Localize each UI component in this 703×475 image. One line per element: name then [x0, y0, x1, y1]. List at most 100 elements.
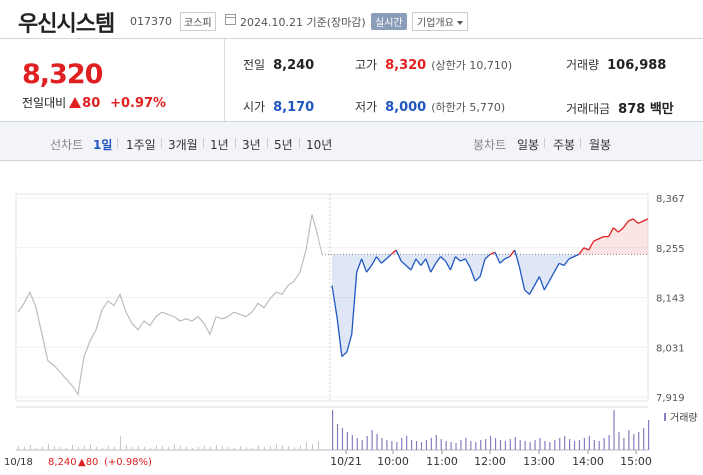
volume-label: 거래량	[566, 58, 600, 72]
today-line-segment	[435, 256, 442, 264]
volume: 거래량 106,988	[566, 56, 666, 73]
volume-bar-prev	[252, 448, 253, 450]
volume-value: 106,988	[607, 58, 667, 73]
market-badge: 코스피	[180, 12, 216, 31]
volume-bar-today	[613, 410, 615, 450]
volume-bar-today	[356, 438, 358, 450]
tab-1d[interactable]: 1일	[93, 138, 113, 152]
today-fill-segment	[470, 254, 476, 282]
today-line-segment	[410, 258, 417, 271]
today-line-segment	[524, 289, 530, 295]
today-line-segment	[390, 249, 397, 255]
volume-bar-prev	[282, 445, 283, 450]
volume-bar-prev	[318, 441, 319, 450]
company-overview-button[interactable]: 기업개요	[412, 12, 468, 31]
y-axis-ticks: 7,919 8,031 8,143 8,255 8,367	[656, 194, 685, 404]
tab-5y[interactable]: 5년	[274, 138, 293, 152]
x-tick-label: 15:00	[620, 455, 652, 468]
today-line-segment	[499, 258, 506, 264]
volume-bar-prev	[60, 447, 61, 450]
today-line-segment	[331, 285, 338, 317]
volume-bar-today	[648, 420, 650, 450]
prev-day-price: 8,240	[48, 457, 77, 468]
volume-legend-swatch	[664, 413, 666, 421]
volume-bar-today	[415, 441, 418, 450]
tab-1w[interactable]: 1주일	[126, 138, 156, 152]
today-line-segment	[351, 272, 358, 335]
volume-bar-today	[460, 440, 462, 450]
chart-period-tabs: 선차트 1일 1주일 3개월 1년 3년 5년 10년 봉차트 일봉 주봉 월봉	[0, 122, 703, 161]
volume-bar-prev	[216, 445, 217, 450]
tab-daily-candle[interactable]: 일봉	[517, 138, 540, 152]
volume-bar-today	[618, 432, 620, 450]
volume-bar-prev	[132, 447, 133, 450]
volume-bar-prev	[306, 442, 307, 450]
volume-bar-today	[346, 432, 349, 450]
volume-bar-today	[371, 430, 373, 450]
today-fill-segment	[445, 254, 451, 270]
prev-close-label: 전일	[243, 58, 266, 72]
volume-bar-prev	[210, 447, 211, 450]
volume-bar-prev	[240, 446, 241, 450]
volume-bar-prev	[174, 444, 175, 450]
volume-bar-prev	[300, 445, 301, 450]
today-fill-segment	[366, 254, 372, 273]
volume-bar-prev	[24, 447, 25, 450]
volume-bar-prev	[186, 447, 187, 450]
today-line-segment	[538, 276, 545, 291]
trade-amount-label: 거래대금	[566, 102, 611, 116]
open-label: 시가	[243, 100, 266, 114]
tab-3m[interactable]: 3개월	[168, 138, 198, 152]
low-value: 8,000	[385, 100, 427, 115]
divider	[224, 39, 225, 121]
today-line-segment	[366, 265, 373, 273]
today-line-segment	[494, 251, 501, 264]
tab-separator	[580, 138, 581, 148]
volume-bar-today	[485, 439, 487, 450]
today-fill-segment	[638, 221, 644, 255]
change-percent: +0.97%	[110, 96, 167, 111]
today-line-segment	[395, 249, 402, 262]
volume-bar-prev	[144, 447, 145, 450]
today-fill-segment	[430, 254, 436, 273]
tab-separator	[267, 138, 268, 148]
volume-bar-today	[494, 438, 497, 450]
volume-bar-prev	[42, 447, 43, 450]
tab-10y[interactable]: 10년	[306, 138, 333, 152]
volume-bar-prev	[294, 447, 295, 450]
today-line-segment	[425, 258, 432, 273]
x-tick-label: 11:00	[426, 455, 458, 468]
today-line-segment	[543, 280, 550, 291]
today-line-segment	[637, 220, 644, 224]
volume-bar-today	[336, 424, 339, 450]
today-line-segment	[622, 220, 629, 229]
volume-bar-today	[514, 437, 516, 450]
tab-separator	[544, 138, 545, 148]
volume-bar-today	[490, 436, 492, 450]
high-price: 고가 8,320 (상한가 10,710)	[355, 56, 512, 73]
tab-1y[interactable]: 1년	[210, 138, 229, 152]
realtime-button[interactable]: 실시간	[371, 13, 407, 30]
volume-bar-today	[376, 434, 378, 450]
tab-monthly-candle[interactable]: 월봉	[589, 138, 612, 152]
volume-bar-today	[445, 441, 447, 450]
today-line-segment	[449, 256, 457, 271]
tab-3y[interactable]: 3년	[242, 138, 261, 152]
today-fill	[332, 218, 648, 357]
volume-bar-today	[475, 442, 477, 450]
volume-bar-prev	[96, 447, 97, 450]
today-line-segment	[336, 316, 343, 357]
price-chart[interactable]: 7,919 8,031 8,143 8,255 8,367 10/21 10:00 11:0…	[0, 160, 703, 472]
today-line-segment	[405, 265, 412, 271]
today-line-segment	[578, 247, 585, 255]
prev-close: 전일 8,240	[243, 56, 314, 73]
volume-bar-today	[534, 440, 536, 450]
tab-separator	[161, 138, 162, 148]
today-line-segment	[593, 238, 599, 242]
volume-bar-today	[361, 440, 363, 450]
volume-bar-prev	[258, 445, 259, 450]
x-tick-label: 10:00	[377, 455, 409, 468]
tab-weekly-candle[interactable]: 주봉	[553, 138, 576, 152]
current-price: 8,320	[22, 59, 103, 90]
volume-bar-today	[341, 428, 344, 450]
